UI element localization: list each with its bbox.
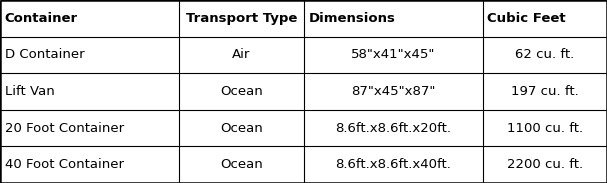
Text: Lift Van: Lift Van	[5, 85, 55, 98]
Text: Air: Air	[232, 48, 251, 61]
Text: 87"x45"x87": 87"x45"x87"	[351, 85, 435, 98]
Text: 2200 cu. ft.: 2200 cu. ft.	[507, 158, 583, 171]
Text: 40 Foot Container: 40 Foot Container	[5, 158, 124, 171]
Text: 1100 cu. ft.: 1100 cu. ft.	[507, 122, 583, 135]
Text: Ocean: Ocean	[220, 122, 263, 135]
Text: D Container: D Container	[5, 48, 84, 61]
Text: Ocean: Ocean	[220, 158, 263, 171]
Text: Ocean: Ocean	[220, 85, 263, 98]
Text: 62 cu. ft.: 62 cu. ft.	[515, 48, 574, 61]
Text: Transport Type: Transport Type	[186, 12, 297, 25]
Text: 8.6ft.x8.6ft.x20ft.: 8.6ft.x8.6ft.x20ft.	[335, 122, 451, 135]
Text: 58"x41"x45": 58"x41"x45"	[351, 48, 435, 61]
Text: 197 cu. ft.: 197 cu. ft.	[511, 85, 578, 98]
Text: Container: Container	[5, 12, 78, 25]
Text: Dimensions: Dimensions	[308, 12, 395, 25]
Text: 8.6ft.x8.6ft.x40ft.: 8.6ft.x8.6ft.x40ft.	[335, 158, 451, 171]
Text: Cubic Feet: Cubic Feet	[487, 12, 566, 25]
Text: 20 Foot Container: 20 Foot Container	[5, 122, 124, 135]
